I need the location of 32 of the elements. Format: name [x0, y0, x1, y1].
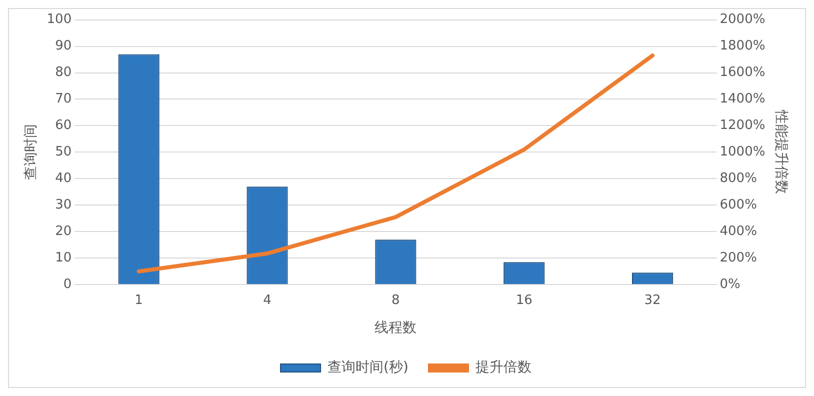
y-tick-label: 30 — [55, 198, 72, 213]
y-tick-label: 10 — [55, 250, 72, 266]
y-tick-label: 80 — [55, 65, 72, 80]
y2-tick-label: 200% — [720, 250, 757, 266]
y2-tick-label: 1000% — [720, 144, 766, 160]
y-tick-label: 50 — [55, 144, 72, 160]
y-tick-label: 40 — [55, 171, 72, 186]
y-tick-label: 0 — [63, 276, 72, 292]
y2-tick-label: 1600% — [720, 65, 766, 80]
x-tick-label: 1 — [134, 292, 143, 308]
y2-tick-label: 800% — [720, 171, 757, 186]
legend-label: 提升倍数 — [475, 360, 532, 376]
y-tick-label: 20 — [55, 224, 72, 240]
x-tick-label: 4 — [263, 292, 272, 308]
x-tick-label: 8 — [392, 292, 400, 308]
y2-tick-label: 400% — [720, 224, 757, 240]
y2-axis-title: 性能提升倍数 — [772, 109, 789, 194]
x-tick-label: 16 — [516, 292, 532, 308]
y2-tick-label: 1200% — [720, 118, 766, 134]
legend-label: 查询时间(秒) — [328, 360, 408, 376]
y-tick-label: 60 — [55, 118, 72, 134]
y-tick-label: 90 — [55, 38, 72, 54]
y2-tick-label: 2000% — [720, 12, 766, 28]
y-tick-label: 100 — [46, 12, 72, 28]
y2-tick-label: 1800% — [720, 38, 766, 54]
x-tick-label: 32 — [644, 292, 661, 308]
x-axis-title: 线程数 — [374, 320, 417, 336]
y2-tick-label: 1400% — [720, 92, 766, 107]
y-axis-title: 查询时间 — [23, 124, 40, 180]
y2-tick-label: 600% — [720, 198, 757, 213]
y-tick-label: 70 — [55, 92, 72, 107]
y2-tick-label: 0% — [720, 276, 740, 292]
